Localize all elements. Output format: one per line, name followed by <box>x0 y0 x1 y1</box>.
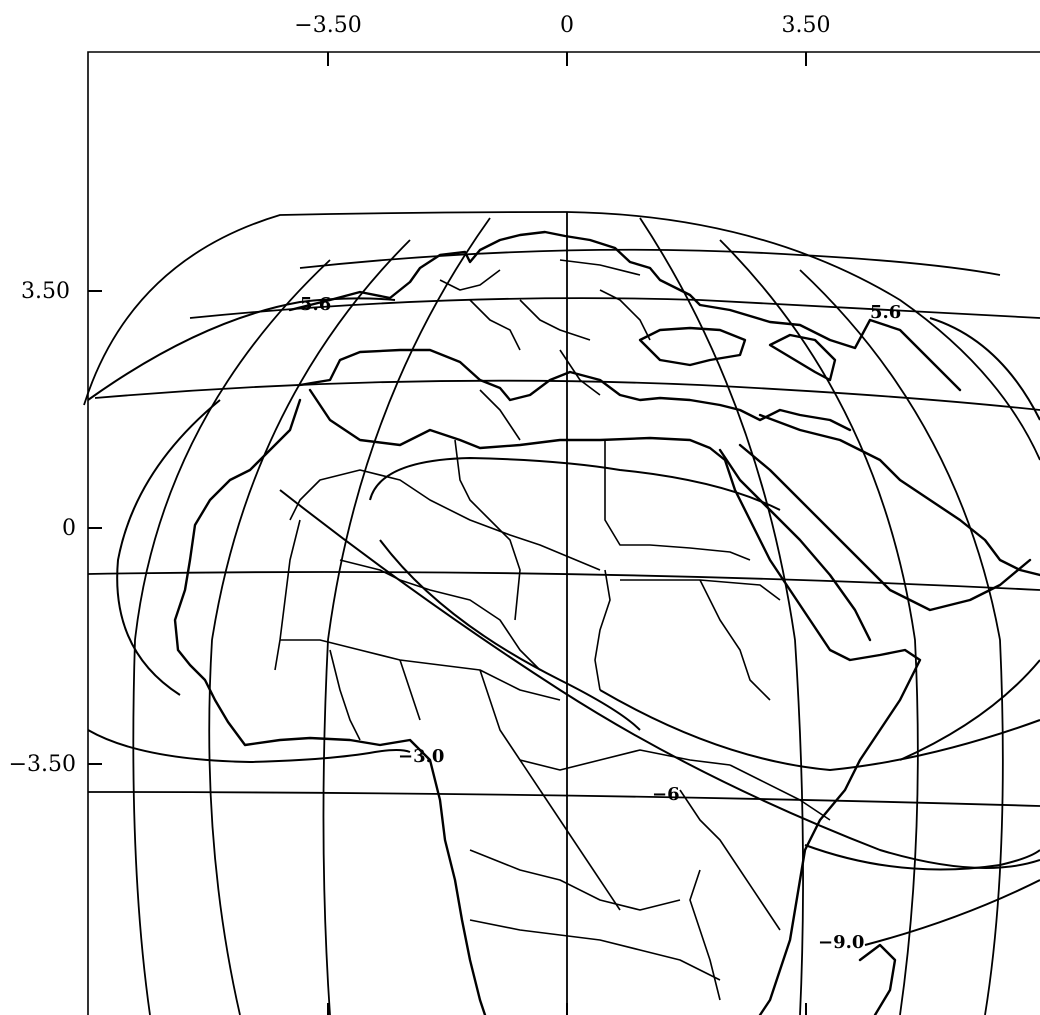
coastline-mediterranean <box>298 348 852 432</box>
coastline-red-sea <box>718 443 1032 642</box>
contour-line <box>804 844 1040 871</box>
contour-line <box>369 456 781 511</box>
y-tick-label: −3.50 <box>9 752 76 777</box>
coastlines <box>173 230 1040 1015</box>
coastline-north-africa <box>308 388 727 462</box>
coastline-africa-west <box>173 398 487 1015</box>
coastline-madagascar <box>858 943 897 1015</box>
contour-label: 5.6 <box>870 302 901 323</box>
plot-frame <box>87 51 1040 1015</box>
contours <box>87 297 1040 946</box>
coastline-black-sea <box>638 326 747 367</box>
contour-line <box>379 539 641 731</box>
contour-line <box>87 729 411 764</box>
contour-label: −6 <box>652 784 680 805</box>
x-tick-label: 3.50 <box>782 13 831 38</box>
contour-line <box>864 879 1040 946</box>
x-tick-label: −3.50 <box>294 13 361 38</box>
coastline-arabia <box>758 413 1040 577</box>
axis-ticks <box>88 52 807 1015</box>
contour-line <box>116 399 221 696</box>
contour-line <box>279 489 1040 869</box>
contour-line <box>929 317 1040 421</box>
x-tick-label: 0 <box>560 13 574 38</box>
contour-line <box>87 297 396 401</box>
contour-line <box>899 659 1040 761</box>
contour-label: 5.6 <box>300 294 331 315</box>
y-tick-label: 3.50 <box>21 279 70 304</box>
country-borders <box>274 259 831 1001</box>
y-tick-label: 0 <box>62 516 76 541</box>
contour-label: −9.0 <box>818 932 864 953</box>
contour-line <box>599 689 1040 772</box>
coastline-africa-east <box>723 458 922 1015</box>
graticule <box>83 211 1040 1015</box>
contour-label: −3.0 <box>398 746 444 767</box>
coastline-europe <box>288 230 962 392</box>
coastline-caspian <box>768 333 837 382</box>
